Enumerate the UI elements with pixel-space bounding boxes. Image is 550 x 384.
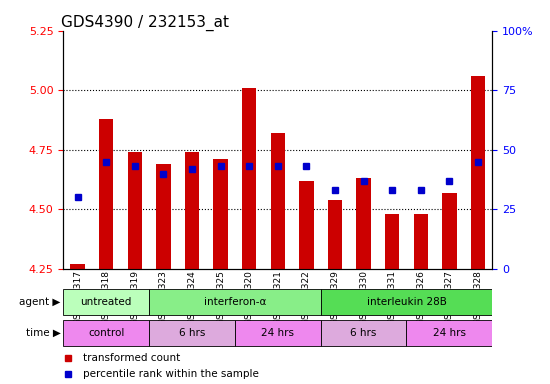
Bar xyxy=(414,214,428,269)
Bar xyxy=(321,320,406,346)
Bar xyxy=(328,200,342,269)
Text: percentile rank within the sample: percentile rank within the sample xyxy=(82,369,258,379)
Text: 24 hrs: 24 hrs xyxy=(433,328,466,338)
Text: agent ▶: agent ▶ xyxy=(19,297,60,308)
Bar xyxy=(156,164,170,269)
Bar xyxy=(385,214,399,269)
Bar xyxy=(406,320,492,346)
Text: 24 hrs: 24 hrs xyxy=(261,328,294,338)
Text: untreated: untreated xyxy=(80,297,132,308)
Bar xyxy=(271,133,285,269)
Text: 6 hrs: 6 hrs xyxy=(350,328,377,338)
Bar xyxy=(99,119,113,269)
Text: interferon-α: interferon-α xyxy=(204,297,266,308)
Bar xyxy=(235,320,321,346)
Text: 6 hrs: 6 hrs xyxy=(179,328,205,338)
Bar xyxy=(63,290,149,315)
Bar xyxy=(128,152,142,269)
Bar xyxy=(442,193,456,269)
Bar xyxy=(149,290,321,315)
Bar xyxy=(149,320,235,346)
Bar xyxy=(471,76,485,269)
Text: control: control xyxy=(88,328,124,338)
Bar xyxy=(185,152,199,269)
Text: GDS4390 / 232153_at: GDS4390 / 232153_at xyxy=(61,15,229,31)
Bar xyxy=(63,320,149,346)
Bar xyxy=(299,181,314,269)
Text: transformed count: transformed count xyxy=(82,353,180,362)
Bar xyxy=(321,290,492,315)
Bar xyxy=(242,88,256,269)
Text: interleukin 28B: interleukin 28B xyxy=(366,297,447,308)
Bar xyxy=(70,264,85,269)
Text: time ▶: time ▶ xyxy=(26,328,60,338)
Bar xyxy=(356,178,371,269)
Bar xyxy=(213,159,228,269)
